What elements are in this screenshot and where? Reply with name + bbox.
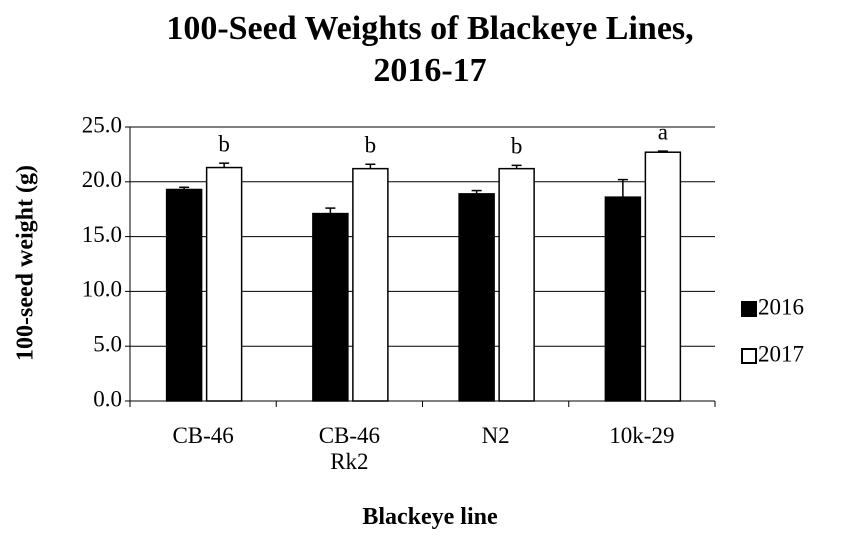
y-tick-label: 0.0 (93, 386, 122, 411)
annotation: b (511, 134, 523, 159)
x-tick-label: CB-46 (172, 423, 234, 448)
annotation: b (218, 131, 230, 156)
y-tick-label: 15.0 (82, 222, 122, 247)
y-tick-label: 25.0 (82, 112, 122, 137)
bar (205, 166, 243, 402)
y-tick-label: 5.0 (93, 331, 122, 356)
x-tick-label: N2 (481, 423, 510, 448)
bar (352, 167, 389, 402)
bar (644, 151, 682, 402)
legend-label: 2017 (758, 341, 804, 366)
bar (604, 196, 642, 402)
bar (458, 193, 495, 402)
legend-swatch (741, 301, 757, 317)
y-tick-label: 20.0 (82, 167, 122, 192)
legend-swatch (741, 348, 757, 364)
y-axis-label: 100-seed weight (g) (13, 165, 39, 361)
legend-label: 2016 (758, 294, 804, 319)
y-tick-label: 10.0 (82, 277, 122, 302)
x-tick-label: CB-46 Rk2 (318, 423, 381, 475)
bar (165, 188, 203, 402)
chart-title: 100-Seed Weights of Blackeye Lines, 2016… (166, 10, 694, 89)
bar (312, 212, 349, 402)
annotation: a (658, 119, 668, 144)
x-axis-label: Blackeye line (362, 504, 498, 530)
bar (498, 167, 535, 402)
x-tick-label: 10k-29 (609, 423, 675, 448)
annotation: b (365, 133, 377, 158)
